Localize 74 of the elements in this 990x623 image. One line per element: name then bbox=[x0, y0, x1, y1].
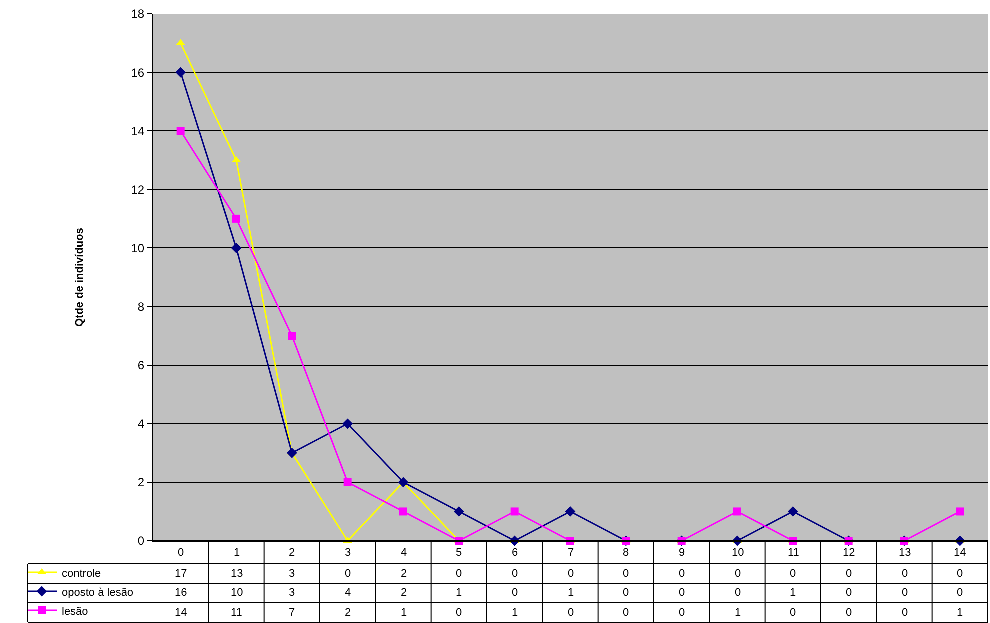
data-label: 13 bbox=[231, 568, 244, 580]
data-label: 1 bbox=[790, 587, 796, 599]
y-tick-label: 8 bbox=[138, 300, 145, 314]
data-label: 0 bbox=[456, 607, 462, 619]
legend-label: lesão bbox=[62, 606, 88, 618]
data-label: 0 bbox=[623, 568, 630, 580]
data-label: 10 bbox=[231, 587, 244, 599]
x-tick-label: 3 bbox=[345, 547, 352, 559]
x-tick-label: 8 bbox=[623, 547, 630, 559]
data-label: 2 bbox=[401, 568, 408, 580]
y-axis-title: Qtde de indivíduos bbox=[74, 228, 86, 328]
legend-label: controle bbox=[62, 568, 102, 580]
y-tick-label: 16 bbox=[131, 66, 145, 80]
data-label: 1 bbox=[957, 607, 964, 619]
y-tick-label: 4 bbox=[138, 417, 145, 432]
y-tick-label: 0 bbox=[138, 534, 145, 548]
data-label: 1 bbox=[401, 607, 408, 619]
data-label: 0 bbox=[679, 607, 686, 619]
data-label: 0 bbox=[902, 607, 908, 619]
x-tick-label: 2 bbox=[289, 547, 296, 559]
y-tick-label: 6 bbox=[138, 358, 145, 373]
x-tick-label: 12 bbox=[843, 547, 856, 559]
data-label: 0 bbox=[456, 568, 462, 580]
x-tick-label: 11 bbox=[788, 547, 800, 559]
x-tick-label: 9 bbox=[679, 547, 686, 559]
data-label: 0 bbox=[568, 568, 574, 580]
data-label: 0 bbox=[735, 587, 742, 599]
y-tick-label: 12 bbox=[131, 182, 145, 197]
y-tick-label: 10 bbox=[131, 241, 145, 256]
data-label: 0 bbox=[679, 568, 686, 580]
data-label: 1 bbox=[456, 587, 462, 599]
x-tick-label: 7 bbox=[568, 547, 574, 559]
data-label: 3 bbox=[289, 568, 296, 580]
x-tick-label: 10 bbox=[732, 547, 744, 559]
data-label: 0 bbox=[512, 568, 518, 580]
data-label: 0 bbox=[512, 587, 518, 599]
legend-label: oposto à lesão bbox=[62, 586, 134, 599]
y-tick-label: 14 bbox=[131, 124, 145, 138]
x-tick-label: 1 bbox=[234, 547, 240, 559]
data-label: 0 bbox=[846, 607, 852, 619]
y-tick-label: 18 bbox=[131, 7, 145, 22]
x-tick-label: 13 bbox=[899, 547, 912, 559]
data-label: 1 bbox=[735, 607, 742, 619]
data-label: 0 bbox=[790, 568, 796, 580]
data-label: 11 bbox=[231, 607, 242, 619]
data-label: 0 bbox=[623, 587, 630, 599]
data-label: 0 bbox=[902, 568, 908, 580]
data-label: 7 bbox=[289, 607, 296, 619]
x-tick-label: 0 bbox=[178, 547, 184, 559]
y-tick-label: 2 bbox=[138, 476, 145, 490]
data-label: 0 bbox=[623, 607, 630, 619]
data-label: 0 bbox=[568, 607, 574, 619]
x-tick-label: 6 bbox=[512, 547, 518, 559]
x-tick-label: 4 bbox=[401, 547, 408, 559]
data-label: 17 bbox=[175, 568, 188, 580]
data-label: 0 bbox=[957, 587, 964, 599]
data-label: 0 bbox=[345, 568, 352, 580]
data-label: 0 bbox=[679, 587, 686, 599]
data-label: 0 bbox=[790, 607, 796, 619]
x-tick-label: 14 bbox=[954, 547, 966, 559]
data-label: 14 bbox=[175, 607, 188, 619]
data-label: 4 bbox=[345, 587, 352, 599]
data-label: 1 bbox=[568, 587, 574, 599]
data-label: 0 bbox=[735, 568, 742, 580]
data-label: 0 bbox=[902, 587, 908, 599]
data-label: 1 bbox=[512, 607, 518, 619]
data-label: 3 bbox=[289, 587, 296, 599]
data-label: 2 bbox=[345, 607, 352, 619]
x-tick-label: 5 bbox=[456, 547, 462, 559]
data-label: 16 bbox=[175, 587, 188, 599]
data-label: 0 bbox=[846, 587, 852, 599]
data-label: 2 bbox=[401, 587, 408, 599]
data-label: 0 bbox=[957, 568, 964, 580]
data-label: 0 bbox=[846, 568, 852, 580]
